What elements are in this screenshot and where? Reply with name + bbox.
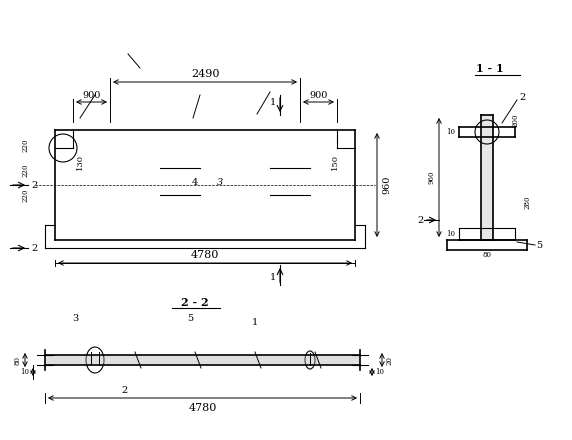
Text: 900: 900	[82, 91, 101, 99]
Text: 1 - 1: 1 - 1	[476, 62, 504, 73]
Text: 960: 960	[427, 171, 435, 184]
Text: 80: 80	[483, 251, 491, 259]
Bar	[45, 355, 360, 365]
Text: 220: 220	[21, 138, 29, 152]
Text: 10: 10	[21, 368, 30, 376]
Text: 10: 10	[447, 128, 455, 136]
Text: 1: 1	[270, 272, 276, 282]
Text: 150: 150	[331, 154, 339, 170]
Text: 80: 80	[13, 356, 21, 364]
Text: 2 - 2: 2 - 2	[181, 297, 209, 308]
Text: 3: 3	[72, 313, 78, 323]
Text: 4: 4	[192, 177, 198, 187]
Text: 900: 900	[309, 91, 328, 99]
Text: 2: 2	[32, 243, 38, 253]
Text: 220: 220	[21, 163, 29, 177]
Text: 1: 1	[252, 318, 258, 326]
Bar	[481, 115, 493, 240]
Text: 200: 200	[511, 113, 519, 127]
Text: 960: 960	[383, 176, 391, 194]
Text: 5: 5	[187, 313, 193, 323]
Text: 280: 280	[523, 196, 531, 209]
Text: 10: 10	[375, 368, 384, 376]
Text: 2: 2	[32, 180, 38, 190]
Text: 3: 3	[217, 177, 223, 187]
Text: 4780: 4780	[188, 403, 217, 413]
Text: 2490: 2490	[190, 69, 219, 79]
Text: 20: 20	[386, 356, 394, 364]
Text: 5: 5	[536, 241, 542, 249]
Text: 1: 1	[270, 98, 276, 106]
Text: 2: 2	[418, 216, 424, 224]
Text: 4780: 4780	[191, 250, 219, 260]
Text: 2: 2	[519, 92, 525, 102]
Text: 2: 2	[122, 385, 128, 395]
Text: 220: 220	[21, 188, 29, 202]
Text: 10: 10	[447, 230, 455, 238]
Text: 130: 130	[76, 154, 84, 170]
